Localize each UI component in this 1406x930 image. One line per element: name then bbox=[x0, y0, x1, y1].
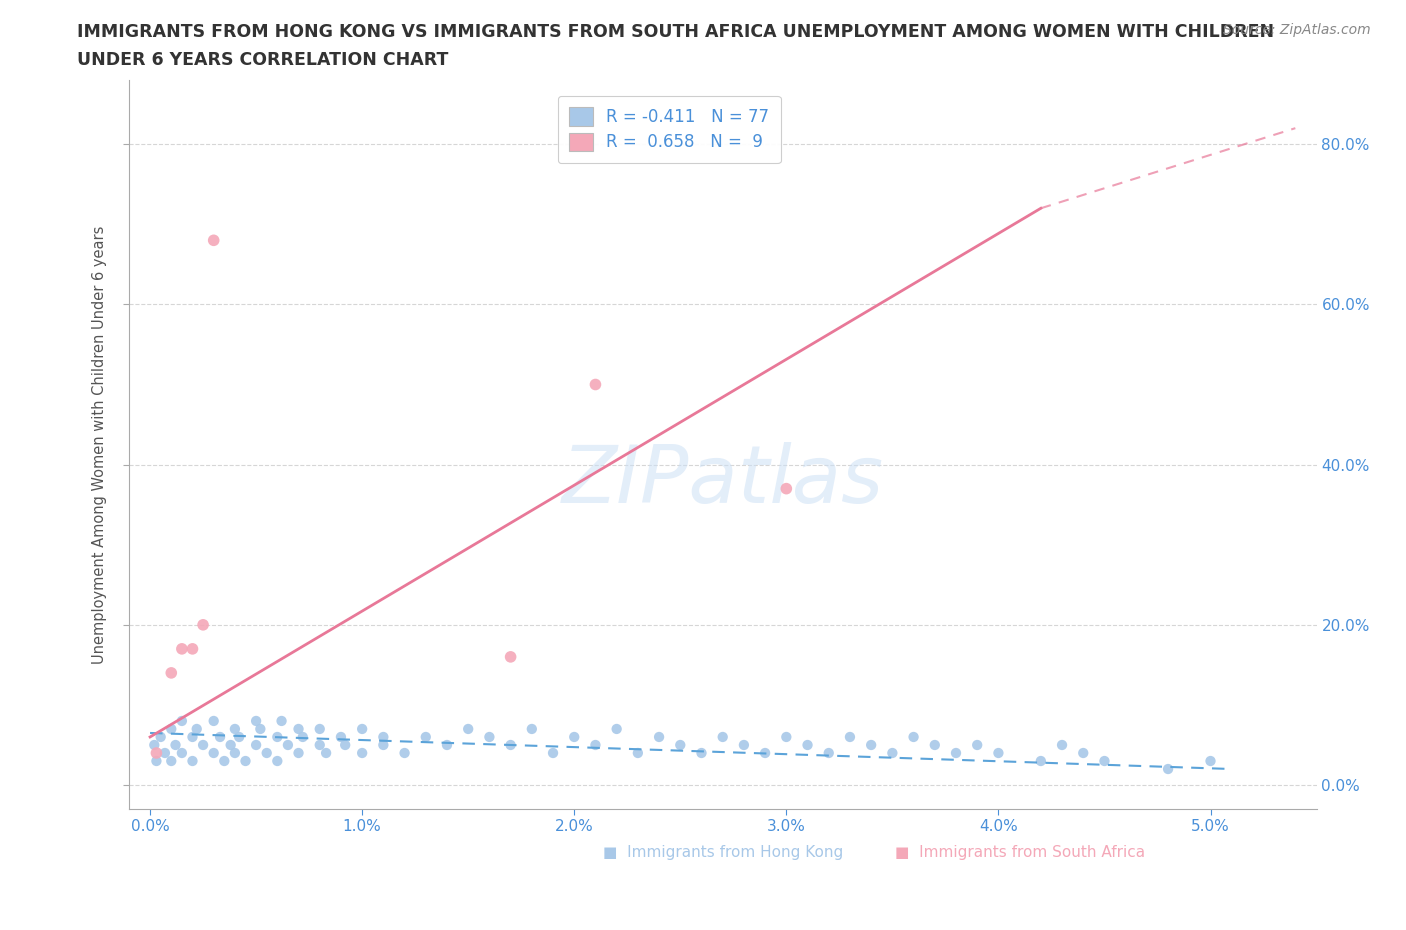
Point bbox=[711, 729, 734, 744]
Y-axis label: Unemployment Among Women with Children Under 6 years: Unemployment Among Women with Children U… bbox=[93, 225, 107, 664]
Point bbox=[202, 232, 225, 247]
Point bbox=[415, 729, 437, 744]
Point bbox=[160, 666, 183, 681]
Point bbox=[149, 729, 172, 744]
Point bbox=[733, 737, 755, 752]
Point bbox=[1029, 753, 1052, 768]
Point bbox=[945, 746, 967, 761]
Point bbox=[191, 737, 214, 752]
Point bbox=[224, 722, 246, 737]
Point bbox=[191, 618, 214, 632]
Point bbox=[775, 729, 797, 744]
Point bbox=[585, 737, 607, 752]
Point bbox=[202, 746, 225, 761]
Point bbox=[209, 729, 232, 744]
Point bbox=[186, 722, 208, 737]
Point bbox=[181, 729, 204, 744]
Point bbox=[924, 737, 946, 752]
Point bbox=[1071, 746, 1094, 761]
Point bbox=[648, 729, 671, 744]
Point bbox=[499, 649, 522, 664]
Point bbox=[585, 377, 607, 392]
Point bbox=[352, 746, 374, 761]
Point bbox=[308, 722, 330, 737]
Point bbox=[245, 713, 267, 728]
Text: ■  Immigrants from South Africa: ■ Immigrants from South Africa bbox=[894, 845, 1144, 860]
Point bbox=[181, 753, 204, 768]
Point bbox=[287, 746, 309, 761]
Point bbox=[352, 722, 374, 737]
Point bbox=[903, 729, 925, 744]
Point bbox=[966, 737, 988, 752]
Point bbox=[1157, 762, 1180, 777]
Point bbox=[329, 729, 352, 744]
Point bbox=[669, 737, 692, 752]
Point bbox=[562, 729, 585, 744]
Point bbox=[249, 722, 271, 737]
Point bbox=[499, 737, 522, 752]
Point bbox=[170, 746, 193, 761]
Point bbox=[287, 722, 309, 737]
Point bbox=[690, 746, 713, 761]
Point bbox=[1199, 753, 1222, 768]
Point bbox=[1094, 753, 1116, 768]
Point bbox=[860, 737, 883, 752]
Point bbox=[436, 737, 458, 752]
Point bbox=[170, 713, 193, 728]
Text: UNDER 6 YEARS CORRELATION CHART: UNDER 6 YEARS CORRELATION CHART bbox=[77, 51, 449, 69]
Point bbox=[143, 737, 166, 752]
Point bbox=[817, 746, 839, 761]
Text: Source: ZipAtlas.com: Source: ZipAtlas.com bbox=[1223, 23, 1371, 37]
Point bbox=[256, 746, 278, 761]
Point bbox=[1050, 737, 1073, 752]
Point bbox=[160, 722, 183, 737]
Point bbox=[541, 746, 564, 761]
Point bbox=[882, 746, 904, 761]
Point bbox=[520, 722, 543, 737]
Text: ■  Immigrants from Hong Kong: ■ Immigrants from Hong Kong bbox=[603, 845, 842, 860]
Point bbox=[987, 746, 1010, 761]
Point bbox=[457, 722, 479, 737]
Point bbox=[165, 737, 187, 752]
Point bbox=[839, 729, 862, 744]
Point bbox=[775, 481, 797, 496]
Point bbox=[270, 713, 292, 728]
Point bbox=[170, 642, 193, 657]
Point bbox=[373, 737, 395, 752]
Point bbox=[478, 729, 501, 744]
Point bbox=[219, 737, 242, 752]
Point bbox=[145, 753, 167, 768]
Point bbox=[373, 729, 395, 744]
Text: IMMIGRANTS FROM HONG KONG VS IMMIGRANTS FROM SOUTH AFRICA UNEMPLOYMENT AMONG WOM: IMMIGRANTS FROM HONG KONG VS IMMIGRANTS … bbox=[77, 23, 1274, 41]
Point bbox=[606, 722, 628, 737]
Point bbox=[181, 642, 204, 657]
Point bbox=[266, 753, 288, 768]
Point bbox=[796, 737, 818, 752]
Point bbox=[308, 737, 330, 752]
Point bbox=[291, 729, 314, 744]
Point bbox=[214, 753, 236, 768]
Point bbox=[277, 737, 299, 752]
Point bbox=[266, 729, 288, 744]
Point bbox=[335, 737, 357, 752]
Point bbox=[627, 746, 650, 761]
Point bbox=[754, 746, 776, 761]
Legend: R = -0.411   N = 77, R =  0.658   N =  9: R = -0.411 N = 77, R = 0.658 N = 9 bbox=[558, 96, 780, 163]
Point bbox=[224, 746, 246, 761]
Point bbox=[160, 753, 183, 768]
Point bbox=[145, 746, 167, 761]
Point bbox=[228, 729, 250, 744]
Point bbox=[245, 737, 267, 752]
Point bbox=[235, 753, 257, 768]
Point bbox=[315, 746, 337, 761]
Point bbox=[394, 746, 416, 761]
Point bbox=[153, 746, 176, 761]
Text: ZIPatlas: ZIPatlas bbox=[561, 442, 884, 520]
Point bbox=[202, 713, 225, 728]
